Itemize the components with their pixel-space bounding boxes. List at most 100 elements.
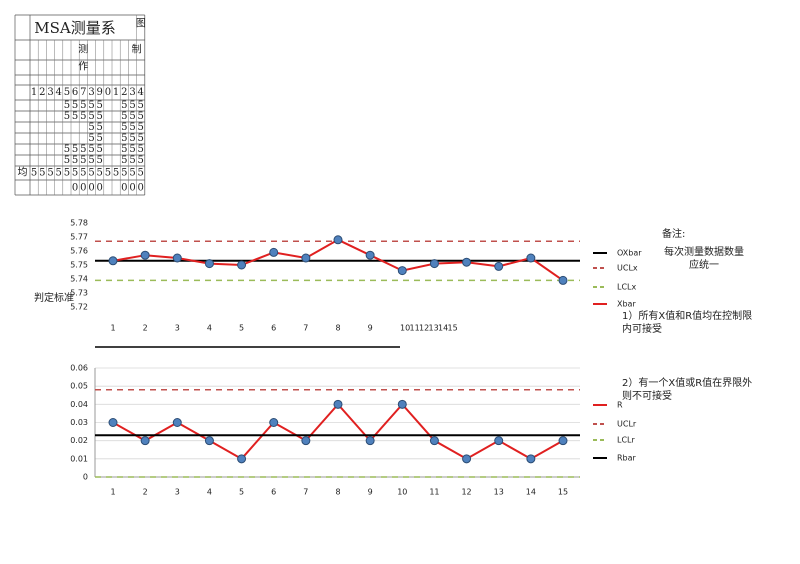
table-cell: 5 xyxy=(138,155,144,166)
table-cell: 测 xyxy=(78,43,88,56)
table-cell: 5 xyxy=(64,100,70,111)
table-cell: 5 xyxy=(121,100,127,111)
table-cell: 5 xyxy=(97,111,103,122)
data-line xyxy=(112,402,564,461)
data-point xyxy=(237,454,247,464)
remark: 每次测量数据数量应统一 xyxy=(664,247,744,271)
remark-title: 备注: xyxy=(662,229,686,240)
x-tick-label: 8 xyxy=(335,488,340,497)
table-title: MSA测量系 xyxy=(34,19,115,37)
data-point xyxy=(558,436,568,446)
table-cell: 1 xyxy=(31,87,37,98)
y-tick-label: 0 xyxy=(83,473,88,482)
data-point xyxy=(462,257,472,267)
table-cell: 5 xyxy=(138,144,144,155)
table-cell: 5 xyxy=(80,168,86,179)
x-tick-label: 5 xyxy=(239,324,244,333)
x-tick-label: 3 xyxy=(175,324,180,333)
data-point xyxy=(172,253,182,263)
legend-label: LCLx xyxy=(617,283,637,292)
x-tick-label: 11 xyxy=(429,488,439,497)
data-point xyxy=(494,436,504,446)
x-tick-label: 11 xyxy=(410,324,420,333)
table-cell: 5 xyxy=(129,144,135,155)
x-tick-label: 5 xyxy=(239,488,244,497)
data-point xyxy=(333,235,343,245)
table-cell: 5 xyxy=(138,111,144,122)
table-cell: 9 xyxy=(97,87,103,98)
table-cell: 5 xyxy=(64,144,70,155)
x-tick-label: 1 xyxy=(110,488,115,497)
data-point xyxy=(333,399,343,409)
data-point xyxy=(558,275,568,285)
data-point xyxy=(108,256,118,266)
data-point xyxy=(429,436,439,446)
table-cell: 5 xyxy=(88,111,94,122)
legend-label: UCLr xyxy=(617,420,637,429)
legend-label: Xbar xyxy=(617,300,636,309)
x-tick-label: 12 xyxy=(419,324,429,333)
y-tick-label: 5.76 xyxy=(70,247,88,256)
table-cell: 作 xyxy=(78,61,88,73)
y-tick-label: 5.74 xyxy=(70,275,88,284)
rule: 1）所有X值和R值均在控制限内可接受 xyxy=(622,311,753,335)
table-cell: 5 xyxy=(88,144,94,155)
table-cell: 4 xyxy=(56,87,62,98)
table-cell: 5 xyxy=(88,122,94,133)
table-cell: 5 xyxy=(56,168,62,179)
x-tick-label: 3 xyxy=(175,488,180,497)
data-point xyxy=(526,253,536,263)
table-cell: 5 xyxy=(88,100,94,111)
table-cell: 5 xyxy=(129,111,135,122)
data-point xyxy=(269,247,279,257)
x-tick-label: 6 xyxy=(271,488,276,497)
x-tick-label: 14 xyxy=(438,324,448,333)
table-cell: 制 xyxy=(132,43,142,56)
table-cell: 0 xyxy=(97,183,103,194)
data-point xyxy=(269,418,279,427)
data-point xyxy=(397,399,407,409)
table-cell: 5 xyxy=(97,168,103,179)
data-point xyxy=(494,261,504,271)
table-cell: 0 xyxy=(138,183,144,194)
table-cell: 3 xyxy=(47,87,53,98)
data-point xyxy=(429,259,439,269)
table-cell: 5 xyxy=(97,122,103,133)
data-point xyxy=(140,250,150,260)
data-point xyxy=(301,436,311,446)
table-cell: 5 xyxy=(113,168,119,179)
x-tick-label: 13 xyxy=(494,488,504,497)
x-tick-label: 7 xyxy=(303,324,308,333)
table-cell: 5 xyxy=(121,144,127,155)
table-cell: 5 xyxy=(138,100,144,111)
x-tick-label: 2 xyxy=(143,324,148,333)
table-cell: 5 xyxy=(97,100,103,111)
table-cell: 图 xyxy=(136,18,146,30)
x-tick-label: 15 xyxy=(558,488,568,497)
table-cell: 3 xyxy=(88,87,94,98)
data-point xyxy=(237,260,247,270)
table-cell: 5 xyxy=(80,100,86,111)
table-cell: 5 xyxy=(64,111,70,122)
data-point xyxy=(108,418,118,427)
table-cell: 5 xyxy=(138,168,144,179)
x-tick-label: 14 xyxy=(526,488,536,497)
data-point xyxy=(204,259,214,269)
table-cell: 3 xyxy=(129,87,135,98)
table-cell: 5 xyxy=(47,168,53,179)
x-tick-label: 1 xyxy=(110,324,115,333)
table-cell: 5 xyxy=(105,168,111,179)
rule: 2）有一个X值或R值在界限外则不可接受 xyxy=(622,378,753,402)
table-cell: 0 xyxy=(88,183,94,194)
table: MSA测量系 图测 制作1 2 3 4 5 6 7 3 9 0 1 2 3 45 5 5 5 5 5 5 55 5 5 5 5 5 5 5… xyxy=(14,14,146,196)
table-cell: 5 xyxy=(64,87,70,98)
table-cell: 5 xyxy=(97,144,103,155)
table-cell: 5 xyxy=(129,168,135,179)
y-tick-label: 5.73 xyxy=(70,289,88,298)
x-tick-label: 2 xyxy=(143,488,148,497)
table-cell: 0 xyxy=(72,183,78,194)
y-tick-label: 5.77 xyxy=(70,233,88,242)
x-tick-label: 15 xyxy=(448,324,458,333)
table-cell: 5 xyxy=(129,133,135,144)
